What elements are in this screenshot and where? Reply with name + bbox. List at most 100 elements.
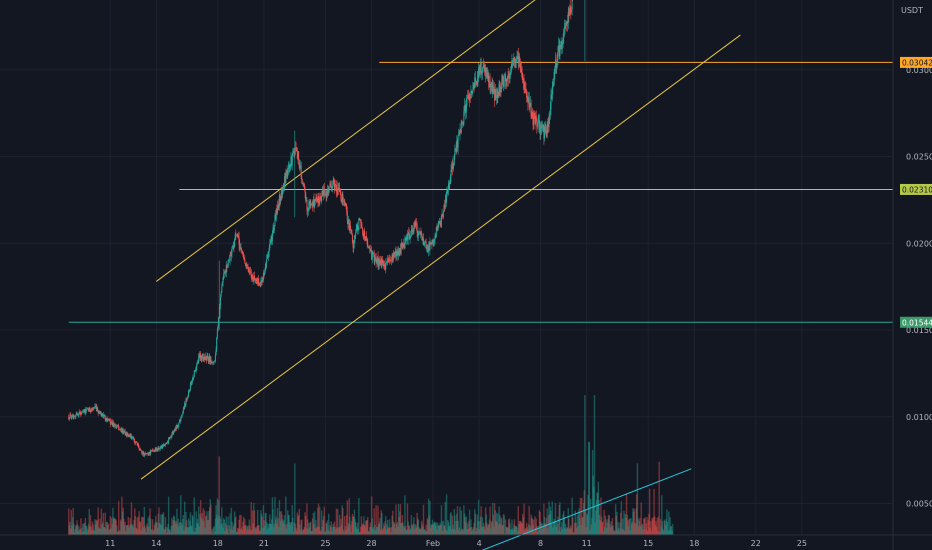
- volume-bar: [513, 524, 515, 535]
- candle-body: [470, 91, 472, 95]
- volume-bar: [224, 523, 227, 535]
- candle-body: [532, 117, 534, 126]
- candle-body: [243, 257, 245, 260]
- volume-bar: [580, 525, 582, 535]
- candle-body: [554, 59, 556, 69]
- candle-body: [85, 410, 87, 414]
- volume-bar: [307, 529, 309, 535]
- volume-bar: [585, 527, 587, 535]
- candle-body: [326, 195, 328, 197]
- candle-body: [528, 97, 530, 103]
- candle-body: [122, 429, 124, 433]
- candle-body: [211, 362, 213, 363]
- volume-bar: [428, 515, 430, 535]
- volume-bar: [611, 518, 614, 535]
- volume-bar: [94, 519, 96, 535]
- candle-body: [249, 271, 251, 273]
- volume-bar: [479, 521, 481, 535]
- volume-bar: [576, 515, 578, 535]
- candle-body: [287, 169, 289, 177]
- volume-bar: [516, 527, 518, 535]
- price-tag-label: 0.023101: [902, 185, 932, 194]
- candle-body: [157, 448, 159, 450]
- volume-bar: [262, 505, 265, 535]
- candle-body: [518, 56, 520, 62]
- candle-body: [419, 231, 421, 233]
- candle-body: [431, 242, 433, 245]
- volume-bar: [504, 533, 506, 535]
- candle-body: [100, 413, 102, 417]
- candle-body: [161, 446, 163, 449]
- candle-body: [314, 200, 316, 208]
- volume-bar: [84, 517, 87, 535]
- time-axis[interactable]: 11 14 18 21 25 28 Feb 4 8 11 15 18 22 25: [105, 539, 807, 548]
- volume-bar: [310, 531, 313, 535]
- volume-bar: [544, 523, 546, 535]
- time-tick-label: 15: [643, 539, 653, 548]
- candle-body: [330, 186, 332, 188]
- volume-bar: [201, 513, 203, 535]
- volume-bar: [255, 528, 258, 535]
- candle-body: [460, 129, 462, 133]
- candle-body: [358, 218, 360, 221]
- candle-body: [113, 424, 115, 427]
- candle-body: [244, 263, 246, 266]
- volume-bar: [143, 506, 146, 535]
- volume-bar: [429, 500, 431, 535]
- candle-body: [135, 441, 137, 443]
- candle-body: [134, 440, 136, 444]
- candle-body: [510, 69, 512, 73]
- volume-bar: [215, 514, 218, 535]
- candle-body: [130, 435, 132, 437]
- volume-bar: [574, 510, 577, 535]
- volume-bar: [589, 530, 591, 535]
- candle-body: [328, 188, 330, 193]
- candle-body: [415, 223, 417, 224]
- candle-body: [421, 236, 423, 240]
- volume-bar: [229, 513, 231, 535]
- candle-body: [162, 444, 164, 446]
- candle-body: [356, 225, 358, 229]
- volume-bar: [670, 525, 673, 535]
- candle-body: [341, 194, 343, 202]
- candle-body: [130, 435, 132, 439]
- candle-body: [142, 451, 144, 454]
- volume-bar: [482, 526, 484, 535]
- candle-body: [199, 353, 201, 358]
- candle-body: [335, 184, 337, 187]
- volume-bar: [90, 526, 92, 535]
- volume-bar: [181, 525, 183, 535]
- volume-bar: [68, 525, 71, 535]
- volume-bar: [646, 530, 649, 535]
- volume-bar: [101, 522, 104, 535]
- price-axis[interactable]: 0.0050000.0100000.0150000.0200000.025000…: [906, 0, 932, 509]
- volume-bar: [427, 520, 429, 535]
- volume-bar: [584, 509, 587, 535]
- volume-bar: [665, 518, 667, 535]
- volume-bar: [88, 508, 90, 535]
- volume-bar: [198, 506, 200, 535]
- volume-bar: [645, 529, 647, 535]
- candle-body: [507, 74, 509, 76]
- candle-body: [314, 200, 316, 202]
- candle-body: [208, 356, 210, 362]
- volume-bar: [447, 519, 449, 535]
- candle-body: [512, 59, 514, 61]
- volume-bar: [319, 506, 321, 535]
- candle-body: [420, 231, 422, 235]
- candle-body: [299, 165, 301, 168]
- candle-body: [106, 417, 108, 421]
- candle-body: [539, 130, 541, 133]
- volume-bar: [212, 533, 214, 535]
- candle-body: [147, 453, 149, 454]
- candle-body: [71, 417, 73, 419]
- candle-body: [169, 437, 171, 439]
- volume-bar: [232, 526, 235, 535]
- candle-body: [403, 244, 405, 248]
- volume-bar: [376, 527, 378, 535]
- candle-body: [285, 170, 287, 174]
- volume-bar: [119, 519, 122, 535]
- candle-body: [461, 120, 463, 124]
